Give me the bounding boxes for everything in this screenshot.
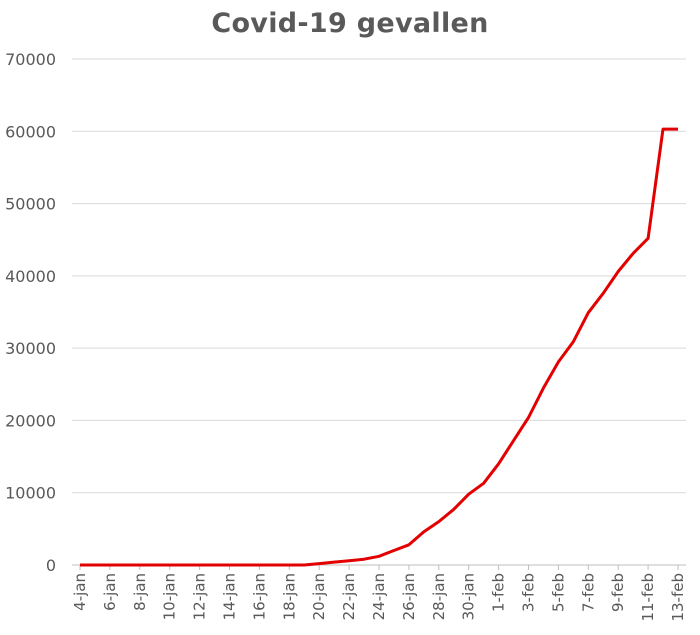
x-tick-label: 11-feb bbox=[639, 573, 657, 622]
y-tick-label: 20000 bbox=[5, 411, 56, 430]
gridlines bbox=[72, 58, 686, 494]
y-axis-tick-labels: 0 10000 20000 30000 40000 50000 60000 70000 bbox=[5, 50, 56, 575]
x-tick-label: 24-jan bbox=[370, 573, 388, 620]
x-tick-label: 18-jan bbox=[280, 573, 298, 620]
y-tick-label: 0 bbox=[46, 556, 56, 575]
x-tick-label: 1-feb bbox=[490, 573, 508, 612]
x-tick-label: 9-feb bbox=[609, 573, 627, 612]
x-tick-label: 14-jan bbox=[221, 573, 239, 620]
series-line bbox=[80, 127, 678, 567]
x-tick-label: 12-jan bbox=[191, 573, 209, 620]
x-tick-label: 3-feb bbox=[520, 573, 538, 612]
x-tick-label: 22-jan bbox=[340, 573, 358, 620]
x-axis-tick-labels: 4-jan 6-jan 8-jan 10-jan 12-jan 14-jan 16-jan 1… bbox=[71, 565, 687, 622]
y-tick-label: 50000 bbox=[5, 195, 56, 214]
x-tick-label: 8-jan bbox=[131, 573, 149, 611]
y-tick-label: 60000 bbox=[5, 122, 56, 141]
y-tick-label: 10000 bbox=[5, 484, 56, 503]
y-tick-label: 30000 bbox=[5, 339, 56, 358]
x-tick-label: 13-feb bbox=[669, 573, 687, 622]
x-tick-label: 28-jan bbox=[430, 573, 448, 620]
x-tick-label: 4-jan bbox=[71, 573, 89, 611]
y-tick-label: 40000 bbox=[5, 267, 56, 286]
y-tick-label: 70000 bbox=[5, 50, 56, 69]
x-tick-label: 5-feb bbox=[549, 573, 567, 612]
x-tick-label: 10-jan bbox=[161, 573, 179, 620]
x-tick-label: 7-feb bbox=[579, 573, 597, 612]
x-tick-label: 20-jan bbox=[310, 573, 328, 620]
x-tick-label: 6-jan bbox=[101, 573, 119, 611]
x-tick-label: 16-jan bbox=[250, 573, 268, 620]
chart-title: Covid-19 gevallen bbox=[211, 8, 489, 39]
x-tick-label: 26-jan bbox=[400, 573, 418, 620]
x-tick-label: 30-jan bbox=[460, 573, 478, 620]
